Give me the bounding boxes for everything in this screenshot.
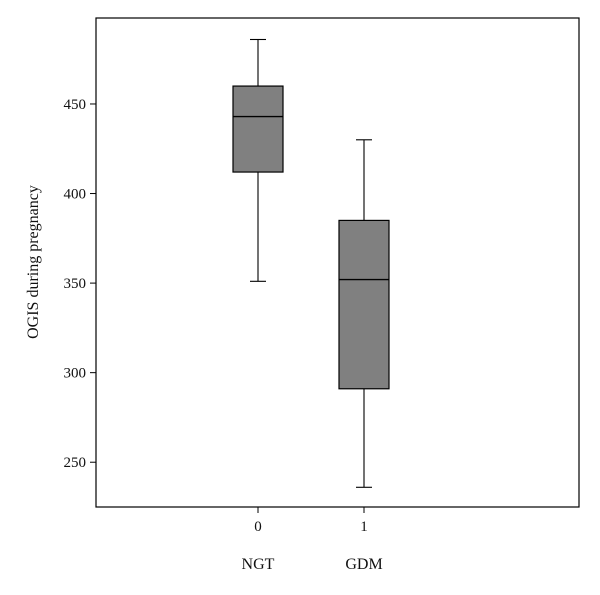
x-axis: 0 NGT 1 GDM	[242, 507, 383, 573]
y-axis-label: OGIS during pregnancy	[25, 185, 42, 339]
y-axis: 250 300 350 400 450	[64, 97, 96, 471]
box-ngt	[232, 38, 284, 282]
plot-frame	[95, 17, 580, 508]
x-group-label: GDM	[345, 556, 382, 573]
iqr-box	[338, 219, 390, 390]
y-tick-label: 400	[64, 187, 87, 203]
boxes	[232, 38, 390, 488]
y-tick-label: 450	[64, 97, 87, 113]
x-tick-label: 1	[360, 519, 368, 535]
y-tick-label: 250	[64, 455, 87, 471]
y-tick-label: 350	[64, 276, 87, 292]
y-tick-label: 300	[64, 366, 87, 382]
iqr-box	[232, 85, 284, 173]
x-tick-label: 0	[254, 519, 262, 535]
box-gdm	[338, 139, 390, 488]
x-group-label: NGT	[242, 556, 275, 573]
